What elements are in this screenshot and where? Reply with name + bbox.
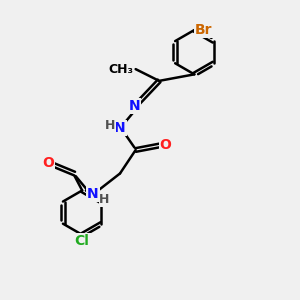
Text: O: O	[42, 156, 54, 170]
Text: O: O	[160, 138, 172, 152]
Text: H: H	[99, 193, 110, 206]
Text: N: N	[128, 99, 140, 113]
Text: H: H	[105, 119, 115, 132]
Text: Br: Br	[195, 23, 212, 37]
Text: N: N	[114, 121, 126, 135]
Text: Cl: Cl	[75, 234, 90, 248]
Text: CH₃: CH₃	[109, 63, 134, 76]
Text: N: N	[87, 187, 98, 201]
